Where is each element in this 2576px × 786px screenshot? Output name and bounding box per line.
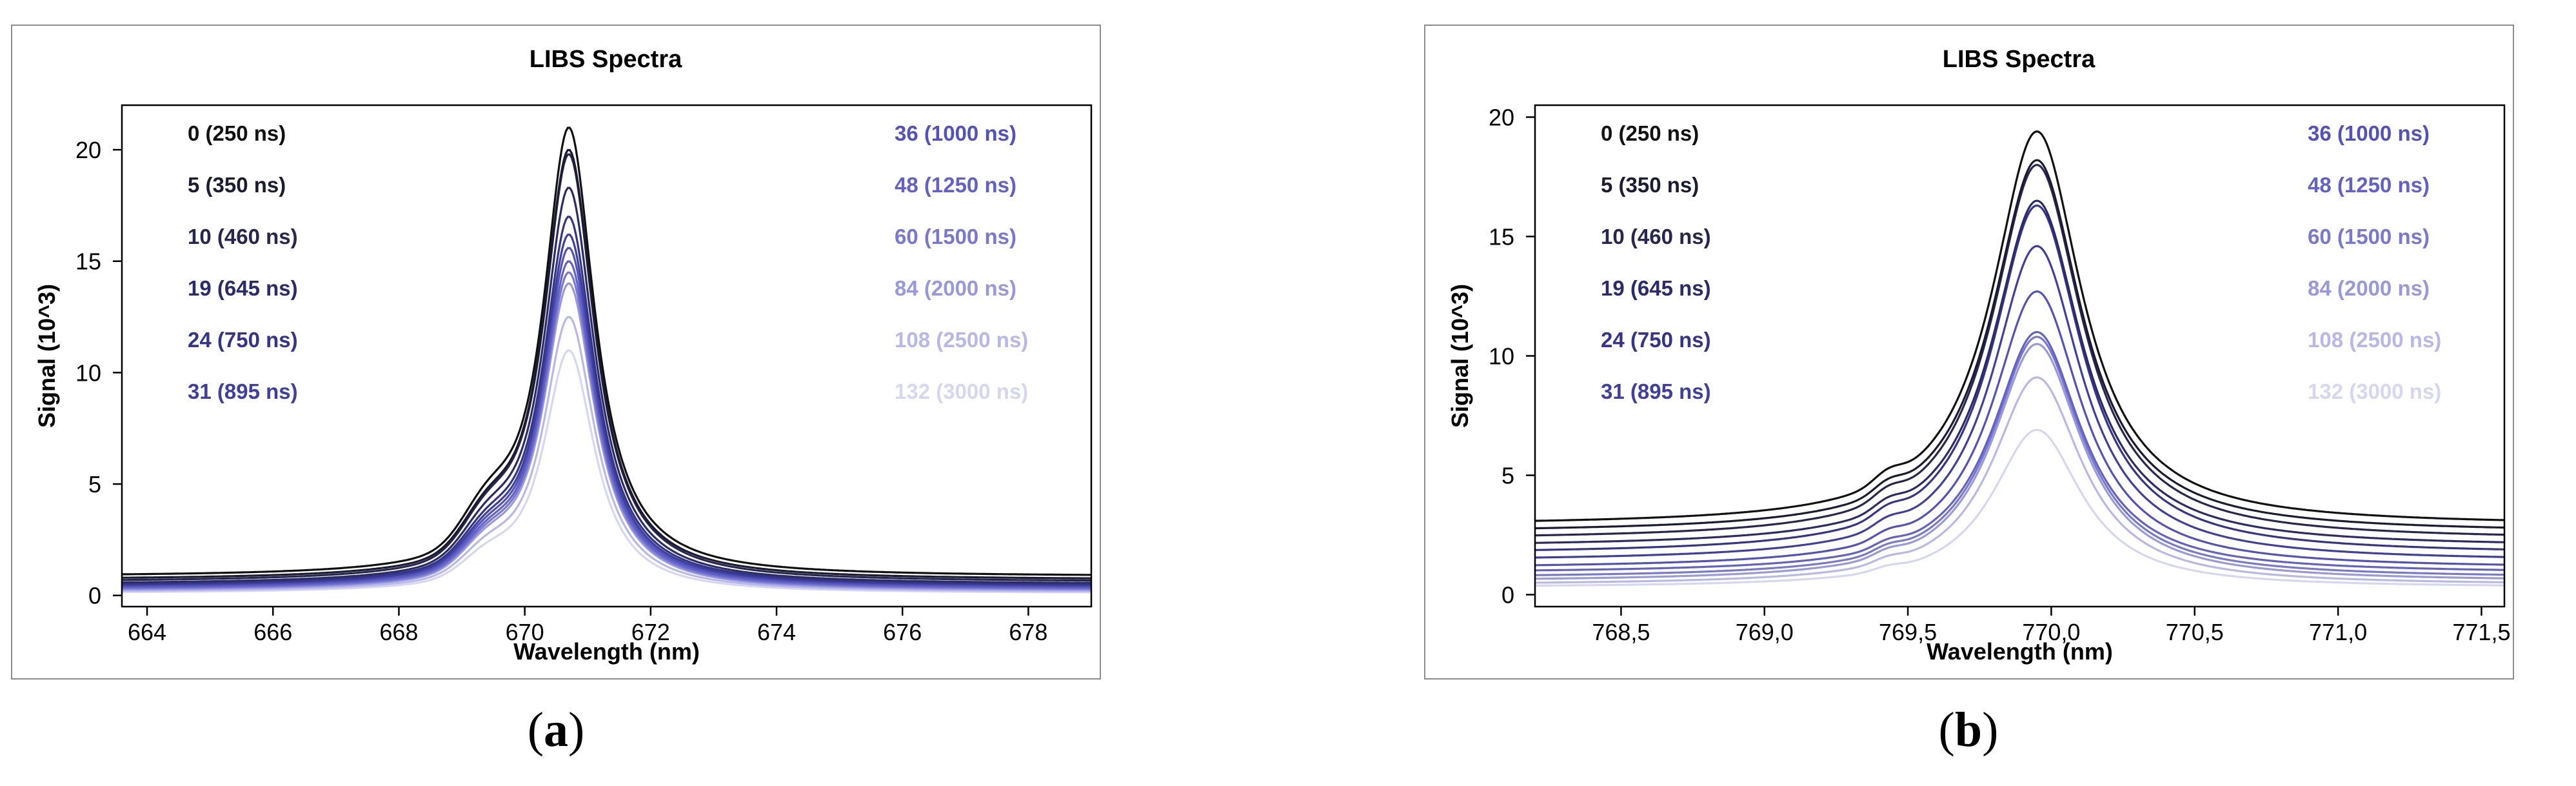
- x-tick-label: 770,5: [2166, 619, 2224, 645]
- chart-svg-b: LIBS Spectra 0 5 10 15 20 768,5 769,0 769,5 770,0…: [1447, 46, 2510, 665]
- y-tick-label: 10: [1489, 343, 1514, 370]
- series-line: [1534, 159, 2505, 530]
- legend-entry: 19 (645 ns): [1601, 276, 1711, 300]
- y-tick-label: 20: [75, 137, 101, 163]
- x-tick-label: 670: [506, 619, 544, 645]
- series-line: [122, 283, 1091, 591]
- series-line: [122, 247, 1091, 588]
- legend-entry: 48 (1250 ns): [2308, 173, 2430, 197]
- x-tick-label: 664: [128, 619, 166, 645]
- series-line: [122, 271, 1091, 590]
- series-line: [122, 233, 1091, 587]
- y-axis-label: Signal (10^3): [1447, 284, 1473, 428]
- legend-entry: 10 (460 ns): [1601, 225, 1711, 248]
- legend-entry: 5 (350 ns): [188, 173, 286, 197]
- x-tick-label: 668: [379, 619, 418, 645]
- x-tick-label: 768,5: [1592, 619, 1650, 645]
- series-line: [1535, 376, 2505, 584]
- series-line: [1535, 336, 2505, 576]
- series-line: [1534, 428, 2504, 587]
- plot-area: [121, 104, 1093, 608]
- caption-b: (b): [1938, 703, 1999, 757]
- y-tick-label: 15: [75, 248, 101, 275]
- legend-entry: 132 (3000 ns): [895, 379, 1028, 403]
- x-tick-label: 674: [757, 619, 796, 645]
- series-line: [1535, 330, 2505, 572]
- legend-entry: 84 (2000 ns): [2308, 276, 2430, 300]
- chart-panel-a: LIBS Spectra 0 5 10 15 20 664 666 668 670 672 674 67…: [11, 25, 1101, 680]
- legend-entry: 0 (250 ns): [1601, 121, 1699, 145]
- x-axis-label: Wavelength (nm): [1927, 638, 2113, 665]
- legend-entry: 36 (1000 ns): [2308, 121, 2430, 145]
- legend-entry: 0 (250 ns): [188, 121, 286, 145]
- series-line: [122, 186, 1091, 584]
- chart-title: LIBS Spectra: [530, 46, 682, 73]
- series-line: [1534, 130, 2505, 522]
- x-tick-label: 769,0: [1736, 619, 1794, 645]
- legend-entry: 60 (1500 ns): [895, 225, 1016, 248]
- chart-panel-b: LIBS Spectra 0 5 10 15 20 768,5 769,0 769,5 770,0…: [1424, 25, 2514, 680]
- caption-a: (a): [527, 703, 585, 757]
- y-tick-label: 5: [1501, 463, 1514, 489]
- legend-entry: 108 (2500 ns): [2308, 328, 2441, 352]
- series-line: [122, 153, 1091, 582]
- series-line: [1535, 204, 2505, 551]
- y-tick-label: 15: [1489, 224, 1514, 250]
- legend-entry: 48 (1250 ns): [895, 173, 1016, 197]
- y-tick-label: 0: [88, 583, 101, 609]
- series-line: [1535, 245, 2505, 559]
- y-tick-label: 20: [1489, 105, 1514, 131]
- chart-svg-a: LIBS Spectra 0 5 10 15 20 664 666 668 670 672 674 67…: [34, 46, 1093, 665]
- series-line: [122, 349, 1091, 594]
- legend-entry: 5 (350 ns): [1601, 173, 1699, 197]
- legend-entry: 31 (895 ns): [188, 379, 298, 403]
- x-tick-label: 676: [883, 619, 922, 645]
- series-line: [121, 148, 1092, 579]
- series-line: [1535, 163, 2505, 537]
- y-tick-label: 10: [75, 359, 101, 386]
- legend-entry: 36 (1000 ns): [895, 121, 1016, 145]
- legend-entry: 19 (645 ns): [188, 276, 298, 300]
- chart-title: LIBS Spectra: [1943, 46, 2095, 73]
- y-tick-label: 0: [1501, 582, 1514, 609]
- x-tick-label: 666: [253, 619, 292, 645]
- legend-entry: 108 (2500 ns): [895, 328, 1028, 352]
- series-line: [1535, 290, 2504, 567]
- x-tick-label: 769,5: [1879, 619, 1937, 645]
- x-tick-label: 672: [631, 619, 670, 645]
- series-line: [1535, 199, 2505, 544]
- x-tick-label: 770,0: [2022, 619, 2080, 645]
- y-axis-label: Signal (10^3): [34, 284, 60, 428]
- x-tick-label: 771,5: [2452, 619, 2510, 645]
- legend-entry: 84 (2000 ns): [895, 276, 1016, 300]
- x-tick-label: 771,0: [2309, 619, 2367, 645]
- series-line: [122, 126, 1092, 576]
- series-line: [122, 316, 1091, 592]
- legend-entry: 60 (1500 ns): [2308, 225, 2430, 248]
- series-line: [121, 216, 1091, 585]
- x-tick-label: 678: [1009, 619, 1047, 645]
- legend-entry: 132 (3000 ns): [2308, 379, 2441, 403]
- series-line: [121, 260, 1091, 589]
- x-axis-label: Wavelength (nm): [513, 638, 700, 665]
- legend-entry: 10 (460 ns): [188, 225, 298, 248]
- y-tick-label: 5: [88, 471, 101, 498]
- series-line: [1534, 343, 2504, 580]
- legend-entry: 31 (895 ns): [1601, 379, 1711, 403]
- legend-entry: 24 (750 ns): [188, 328, 298, 352]
- legend-entry: 24 (750 ns): [1601, 328, 1711, 352]
